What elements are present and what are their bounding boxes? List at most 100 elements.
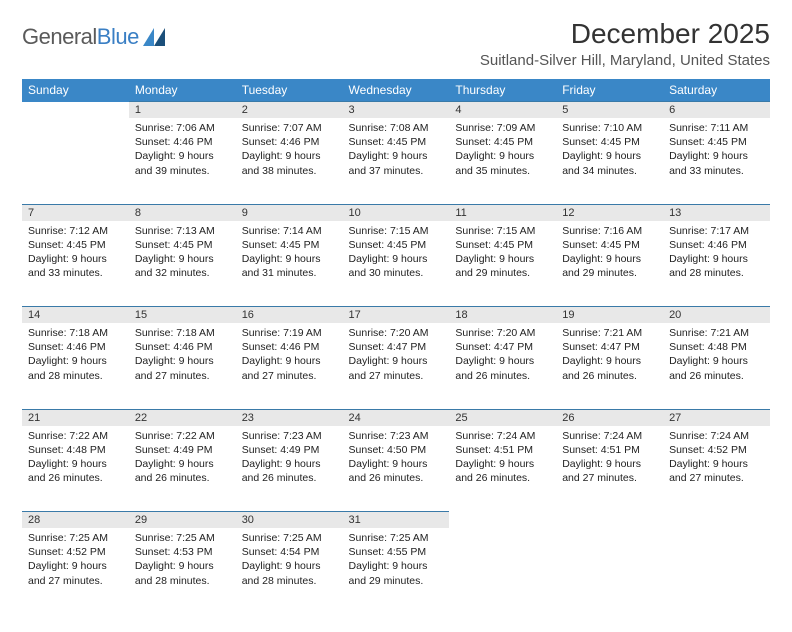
day-header: Monday	[129, 79, 236, 102]
sunset-text: Sunset: 4:45 PM	[349, 238, 444, 252]
daylight-text-2: and 26 minutes.	[135, 471, 230, 485]
daylight-text-1: Daylight: 9 hours	[562, 149, 657, 163]
daylight-text-1: Daylight: 9 hours	[135, 354, 230, 368]
daylight-text-1: Daylight: 9 hours	[28, 457, 123, 471]
day-number-cell: 24	[343, 409, 450, 426]
day-number-cell: 17	[343, 307, 450, 324]
sunset-text: Sunset: 4:45 PM	[562, 238, 657, 252]
sunset-text: Sunset: 4:45 PM	[562, 135, 657, 149]
daylight-text-2: and 26 minutes.	[242, 471, 337, 485]
day-content-cell: Sunrise: 7:24 AMSunset: 4:51 PMDaylight:…	[556, 426, 663, 512]
day-content-cell: Sunrise: 7:20 AMSunset: 4:47 PMDaylight:…	[343, 323, 450, 409]
daylight-text-1: Daylight: 9 hours	[455, 354, 550, 368]
sunset-text: Sunset: 4:51 PM	[455, 443, 550, 457]
day-content-cell: Sunrise: 7:22 AMSunset: 4:49 PMDaylight:…	[129, 426, 236, 512]
location: Suitland-Silver Hill, Maryland, United S…	[480, 52, 770, 69]
daynum-row: 21222324252627	[22, 409, 770, 426]
sunrise-text: Sunrise: 7:14 AM	[242, 224, 337, 238]
daynum-row: 28293031	[22, 512, 770, 529]
day-content-cell: Sunrise: 7:23 AMSunset: 4:49 PMDaylight:…	[236, 426, 343, 512]
day-number-cell: 14	[22, 307, 129, 324]
day-number-cell: 18	[449, 307, 556, 324]
sunrise-text: Sunrise: 7:21 AM	[562, 326, 657, 340]
sunrise-text: Sunrise: 7:07 AM	[242, 121, 337, 135]
day-header: Friday	[556, 79, 663, 102]
day-content-cell: Sunrise: 7:15 AMSunset: 4:45 PMDaylight:…	[343, 221, 450, 307]
sunset-text: Sunset: 4:49 PM	[135, 443, 230, 457]
sunrise-text: Sunrise: 7:17 AM	[669, 224, 764, 238]
sunrise-text: Sunrise: 7:25 AM	[135, 531, 230, 545]
daynum-row: 123456	[22, 102, 770, 119]
day-number-cell: 23	[236, 409, 343, 426]
daylight-text-1: Daylight: 9 hours	[242, 354, 337, 368]
sunrise-text: Sunrise: 7:18 AM	[28, 326, 123, 340]
daylight-text-1: Daylight: 9 hours	[669, 457, 764, 471]
sunset-text: Sunset: 4:45 PM	[669, 135, 764, 149]
sunset-text: Sunset: 4:48 PM	[28, 443, 123, 457]
sunset-text: Sunset: 4:46 PM	[242, 135, 337, 149]
daylight-text-2: and 38 minutes.	[242, 164, 337, 178]
day-number-cell: 1	[129, 102, 236, 119]
day-content-cell: Sunrise: 7:25 AMSunset: 4:52 PMDaylight:…	[22, 528, 129, 614]
daylight-text-1: Daylight: 9 hours	[349, 149, 444, 163]
day-header-row: SundayMondayTuesdayWednesdayThursdayFrid…	[22, 79, 770, 102]
day-number-cell: 8	[129, 204, 236, 221]
logo-part1: General	[22, 24, 97, 49]
sunrise-text: Sunrise: 7:19 AM	[242, 326, 337, 340]
sunrise-text: Sunrise: 7:20 AM	[455, 326, 550, 340]
sunrise-text: Sunrise: 7:24 AM	[562, 429, 657, 443]
daynum-row: 14151617181920	[22, 307, 770, 324]
daylight-text-1: Daylight: 9 hours	[669, 354, 764, 368]
day-number-cell	[449, 512, 556, 529]
sunrise-text: Sunrise: 7:16 AM	[562, 224, 657, 238]
sunrise-text: Sunrise: 7:22 AM	[135, 429, 230, 443]
day-header: Sunday	[22, 79, 129, 102]
logo: GeneralBlue	[22, 18, 165, 50]
sunset-text: Sunset: 4:53 PM	[135, 545, 230, 559]
daylight-text-1: Daylight: 9 hours	[455, 149, 550, 163]
sunrise-text: Sunrise: 7:20 AM	[349, 326, 444, 340]
daylight-text-1: Daylight: 9 hours	[669, 149, 764, 163]
sunrise-text: Sunrise: 7:25 AM	[349, 531, 444, 545]
sunrise-text: Sunrise: 7:15 AM	[349, 224, 444, 238]
header: GeneralBlue December 2025 Suitland-Silve…	[22, 18, 770, 69]
content-row: Sunrise: 7:18 AMSunset: 4:46 PMDaylight:…	[22, 323, 770, 409]
sunset-text: Sunset: 4:46 PM	[135, 135, 230, 149]
daylight-text-1: Daylight: 9 hours	[349, 559, 444, 573]
day-number-cell: 25	[449, 409, 556, 426]
day-header: Tuesday	[236, 79, 343, 102]
sunrise-text: Sunrise: 7:23 AM	[242, 429, 337, 443]
day-content-cell: Sunrise: 7:13 AMSunset: 4:45 PMDaylight:…	[129, 221, 236, 307]
day-content-cell	[663, 528, 770, 614]
daylight-text-2: and 37 minutes.	[349, 164, 444, 178]
daylight-text-2: and 29 minutes.	[562, 266, 657, 280]
day-content-cell: Sunrise: 7:23 AMSunset: 4:50 PMDaylight:…	[343, 426, 450, 512]
day-number-cell: 16	[236, 307, 343, 324]
content-row: Sunrise: 7:12 AMSunset: 4:45 PMDaylight:…	[22, 221, 770, 307]
day-content-cell: Sunrise: 7:09 AMSunset: 4:45 PMDaylight:…	[449, 118, 556, 204]
daylight-text-1: Daylight: 9 hours	[455, 457, 550, 471]
day-number-cell: 27	[663, 409, 770, 426]
day-number-cell: 21	[22, 409, 129, 426]
day-content-cell: Sunrise: 7:22 AMSunset: 4:48 PMDaylight:…	[22, 426, 129, 512]
sunset-text: Sunset: 4:50 PM	[349, 443, 444, 457]
day-content-cell: Sunrise: 7:14 AMSunset: 4:45 PMDaylight:…	[236, 221, 343, 307]
daylight-text-1: Daylight: 9 hours	[28, 252, 123, 266]
daylight-text-1: Daylight: 9 hours	[455, 252, 550, 266]
daylight-text-2: and 27 minutes.	[669, 471, 764, 485]
day-content-cell: Sunrise: 7:20 AMSunset: 4:47 PMDaylight:…	[449, 323, 556, 409]
sunset-text: Sunset: 4:47 PM	[455, 340, 550, 354]
sunset-text: Sunset: 4:49 PM	[242, 443, 337, 457]
day-content-cell: Sunrise: 7:24 AMSunset: 4:51 PMDaylight:…	[449, 426, 556, 512]
day-content-cell: Sunrise: 7:16 AMSunset: 4:45 PMDaylight:…	[556, 221, 663, 307]
day-number-cell: 4	[449, 102, 556, 119]
daylight-text-2: and 26 minutes.	[455, 471, 550, 485]
day-content-cell: Sunrise: 7:21 AMSunset: 4:48 PMDaylight:…	[663, 323, 770, 409]
sunset-text: Sunset: 4:52 PM	[669, 443, 764, 457]
day-content-cell: Sunrise: 7:21 AMSunset: 4:47 PMDaylight:…	[556, 323, 663, 409]
daylight-text-2: and 29 minutes.	[349, 574, 444, 588]
day-number-cell	[556, 512, 663, 529]
day-number-cell: 3	[343, 102, 450, 119]
daylight-text-2: and 27 minutes.	[562, 471, 657, 485]
daylight-text-1: Daylight: 9 hours	[28, 354, 123, 368]
